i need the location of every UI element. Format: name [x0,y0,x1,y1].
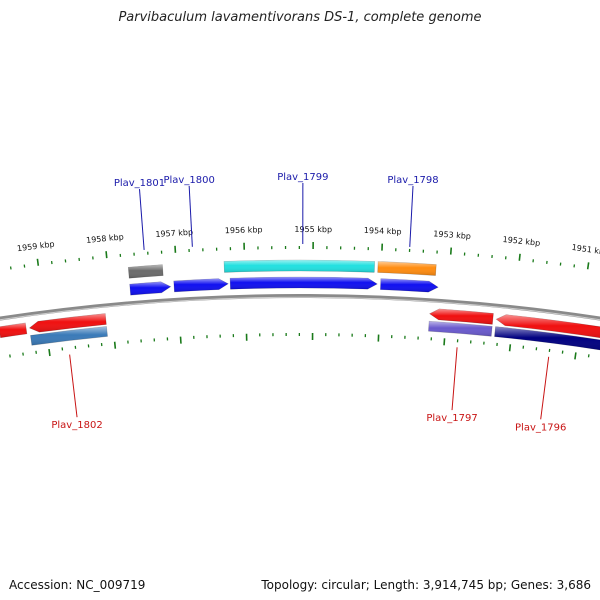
gene-feature-shade [380,278,439,293]
gene-feature-shade [129,281,171,296]
tick-label: 1955 kbp [294,225,332,234]
outer-ring-major-tick [518,253,521,261]
gene-leader-line [139,189,145,250]
outer-ring-major-tick [36,258,40,266]
gene-leader-line [188,185,193,247]
gene-label: Plav_1801 [114,178,165,189]
genome-summary-text: Topology: circular; Length: 3,914,745 bp… [261,578,591,592]
gene-leader-line [409,185,414,247]
tick-label: 1952 kbp [502,235,540,248]
gene-feature-shade [128,264,164,279]
inner-ring-major-tick [443,338,446,346]
gene-feature-shade [223,259,375,273]
tick-label: 1956 kbp [225,225,263,235]
backbone-highlight [0,296,600,321]
gene-label: Plav_1799 [277,172,328,183]
gene-leader-line [451,347,458,411]
tick-label: 1953 kbp [433,229,471,241]
inner-ring-major-tick [113,341,117,349]
gene-feature-shade [230,277,378,290]
outer-ring-major-tick [105,251,108,259]
tick-label: 1957 kbp [155,228,193,239]
gene-label: Plav_1798 [387,175,438,186]
gene-feature-shade [377,261,437,276]
gene-feature-shade [29,313,107,333]
backbone-group [0,294,600,321]
gene-feature-shade [496,314,600,338]
tick-label: 1951 kbp [571,243,600,257]
map-title: Parvibaculum lavamentivorans DS-1, compl… [118,10,482,25]
gene-feature-shade [494,326,600,350]
outer-ring-major-tick [586,262,590,270]
tick-label: 1954 kbp [364,226,402,236]
accession-text: Accession: NC_009719 [9,578,146,592]
inner-ring-major-tick [574,352,577,360]
outer-ring-major-tick [449,247,453,255]
tick-label: 1959 kbp [17,240,56,254]
gene-leader-line [540,356,550,420]
tick-group: 1951 kbp 1952 kbp 1953 kbp 1954 kbp 1955 kbp… [9,225,600,360]
tick-label: 1958 kbp [86,232,124,245]
gene-feature-shade [30,326,108,346]
inner-ring-major-tick [48,348,51,357]
gene-leader-line [69,354,78,418]
gene-label: Plav_1796 [515,422,566,433]
gene-feature-shade [173,278,229,292]
feature-group [0,259,600,351]
inner-ring-major-tick [508,344,512,352]
gene-label: Plav_1797 [426,413,477,424]
gene-label: Plav_1802 [51,420,102,431]
gene-feature-shade [428,321,493,337]
gene-label: Plav_1800 [164,175,215,186]
backbone-arc [0,294,600,321]
gene-feature-shade [0,322,27,338]
gene-feature-shade [429,308,494,325]
